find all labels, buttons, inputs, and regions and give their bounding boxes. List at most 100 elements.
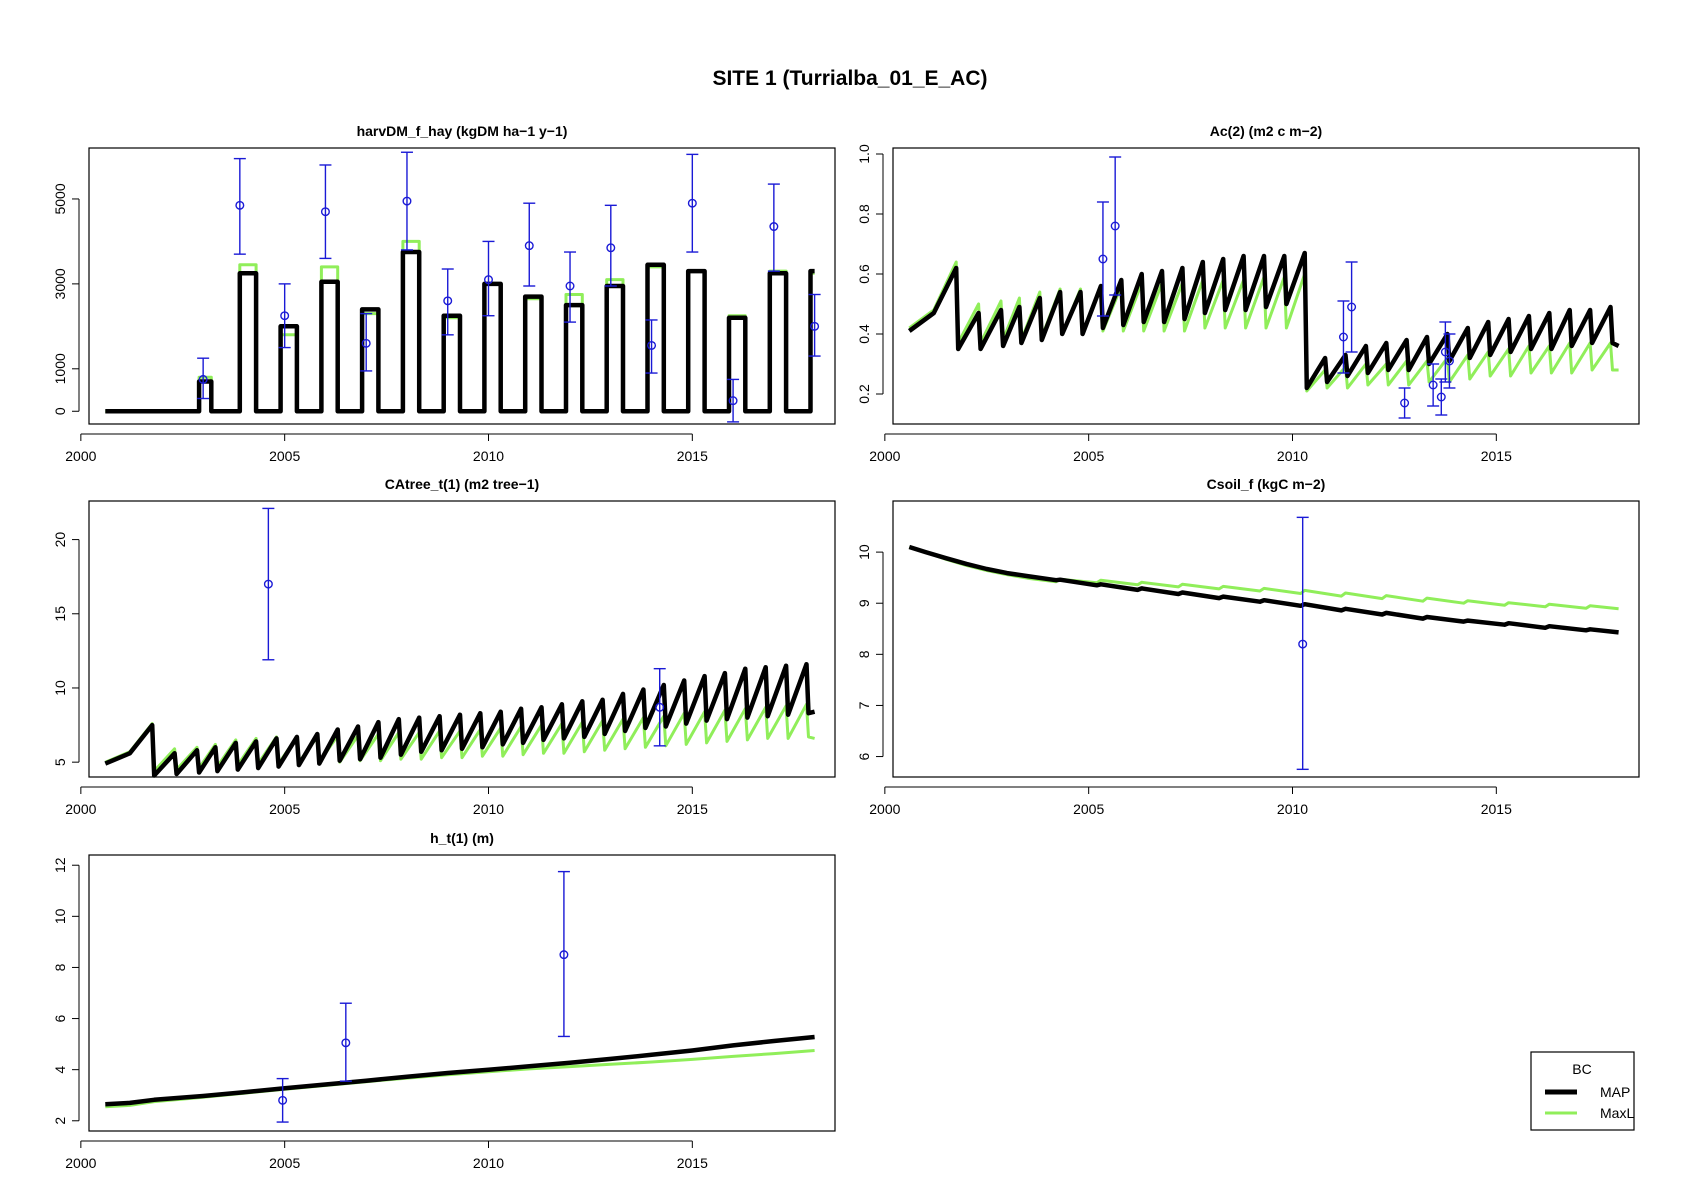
observation-marker <box>1298 639 1308 649</box>
observation-marker <box>280 311 290 321</box>
observation-point <box>1296 516 1309 771</box>
plot-frame <box>892 147 1640 425</box>
x-tick-label: 2015 <box>677 1155 708 1171</box>
observation-point <box>1109 156 1122 296</box>
y-tick-label: 0 <box>52 407 68 415</box>
y-tick-label: 5000 <box>52 183 68 214</box>
observation-point <box>278 283 291 349</box>
observation-marker <box>1436 392 1446 402</box>
observation-point <box>319 164 332 260</box>
y-tick-label: 8 <box>52 963 68 971</box>
x-tick-label: 2015 <box>1481 801 1512 817</box>
observation-point <box>727 378 740 423</box>
y-tick-label: 0.2 <box>856 384 872 404</box>
y-tick-label: 2 <box>52 1117 68 1125</box>
series-line-map <box>104 661 816 778</box>
observation-point <box>808 293 821 357</box>
panel-5: h_t(1) (m) 2000 2005 2010 2015 2 4 6 8 10 12 <box>52 830 836 1171</box>
observation-marker <box>235 200 245 210</box>
observation-marker <box>1098 254 1108 264</box>
x-tick-label: 2000 <box>65 801 96 817</box>
observation-marker <box>361 338 371 348</box>
panel-1: harvDM_f_hay (kgDM ha−1 y−1) 2000 2005 2010… <box>52 123 836 464</box>
x-tick-label: 2000 <box>869 448 900 464</box>
observation-point <box>1435 378 1448 416</box>
plot-frame <box>88 147 836 425</box>
legend-label-maxl: MaxL <box>1600 1105 1634 1121</box>
series-line-maxl <box>105 1049 815 1109</box>
observation-point <box>197 357 210 400</box>
x-tick-label: 2010 <box>473 801 504 817</box>
observation-marker <box>278 1095 288 1105</box>
observation-point <box>653 667 666 747</box>
observation-marker <box>320 207 330 217</box>
y-tick-label: 20 <box>52 532 68 548</box>
y-tick-label: 10 <box>856 544 872 560</box>
x-tick-label: 2000 <box>869 801 900 817</box>
y-tick-label: 3000 <box>52 268 68 299</box>
y-tick-label: 7 <box>856 701 872 709</box>
observation-point <box>400 151 413 251</box>
x-tick-label: 2010 <box>473 448 504 464</box>
observation-point <box>557 870 570 1038</box>
observation-point <box>1427 363 1440 407</box>
observation-point <box>360 312 373 372</box>
plot-frame <box>88 854 836 1132</box>
y-tick-label: 10 <box>52 908 68 924</box>
x-tick-label: 2015 <box>1481 448 1512 464</box>
observation-marker <box>524 241 534 251</box>
legend-label-map: MAP <box>1600 1084 1630 1100</box>
observation-point <box>523 202 536 287</box>
observation-point <box>1096 201 1109 317</box>
observation-marker <box>810 321 820 331</box>
observation-point <box>233 157 246 255</box>
y-tick-label: 0.4 <box>856 324 872 344</box>
y-tick-label: 0.8 <box>856 204 872 224</box>
y-tick-label: 12 <box>52 857 68 873</box>
observation-marker <box>565 281 575 291</box>
panel-4: Csoil_f (kgC m−2) 2000 2005 2010 2015 6 7 8 9 10 <box>856 476 1640 817</box>
y-tick-label: 6 <box>856 752 872 760</box>
observation-marker <box>769 222 779 232</box>
x-tick-label: 2015 <box>677 448 708 464</box>
observation-point <box>339 1002 352 1082</box>
x-tick-label: 2010 <box>473 1155 504 1171</box>
legend: BC MAP MaxL <box>1530 1051 1635 1131</box>
series-line-map <box>907 250 1620 391</box>
panel-2: Ac(2) (m2 c m−2) 2000 2005 2010 2015 0.2 0.4 0.… <box>856 123 1640 464</box>
observation-marker <box>687 198 697 208</box>
observation-marker <box>341 1038 351 1048</box>
y-tick-label: 10 <box>52 680 68 696</box>
y-tick-label: 15 <box>52 606 68 622</box>
observation-point <box>767 183 780 272</box>
observation-point <box>276 1077 289 1123</box>
y-tick-label: 4 <box>52 1066 68 1074</box>
observation-point <box>564 251 577 323</box>
observation-point <box>262 507 275 661</box>
observation-point <box>1337 300 1350 374</box>
y-tick-label: 6 <box>52 1014 68 1022</box>
observation-marker <box>1347 302 1357 312</box>
observation-marker <box>443 296 453 306</box>
x-tick-label: 2005 <box>269 1155 300 1171</box>
legend-title: BC <box>1572 1061 1591 1077</box>
x-tick-label: 2015 <box>677 801 708 817</box>
series-line-map <box>908 544 1619 635</box>
observation-point <box>1345 261 1358 353</box>
x-tick-label: 2010 <box>1277 801 1308 817</box>
y-tick-label: 8 <box>856 650 872 658</box>
observation-marker <box>1338 332 1348 342</box>
panel-title: Csoil_f (kgC m−2) <box>1207 476 1326 492</box>
panel-3: CAtree_t(1) (m2 tree−1)2000 2005 2010 20155… <box>52 476 836 817</box>
observation-marker <box>402 196 412 206</box>
x-tick-label: 2000 <box>65 1155 96 1171</box>
series-line-map <box>105 249 815 414</box>
observation-point <box>441 268 454 336</box>
x-tick-label: 2005 <box>1073 801 1104 817</box>
y-tick-label: 1.0 <box>856 144 872 164</box>
observation-point <box>645 319 658 374</box>
x-tick-label: 2005 <box>1073 448 1104 464</box>
y-tick-label: 9 <box>856 599 872 607</box>
panel-title: harvDM_f_hay (kgDM ha−1 y−1) <box>357 123 568 139</box>
